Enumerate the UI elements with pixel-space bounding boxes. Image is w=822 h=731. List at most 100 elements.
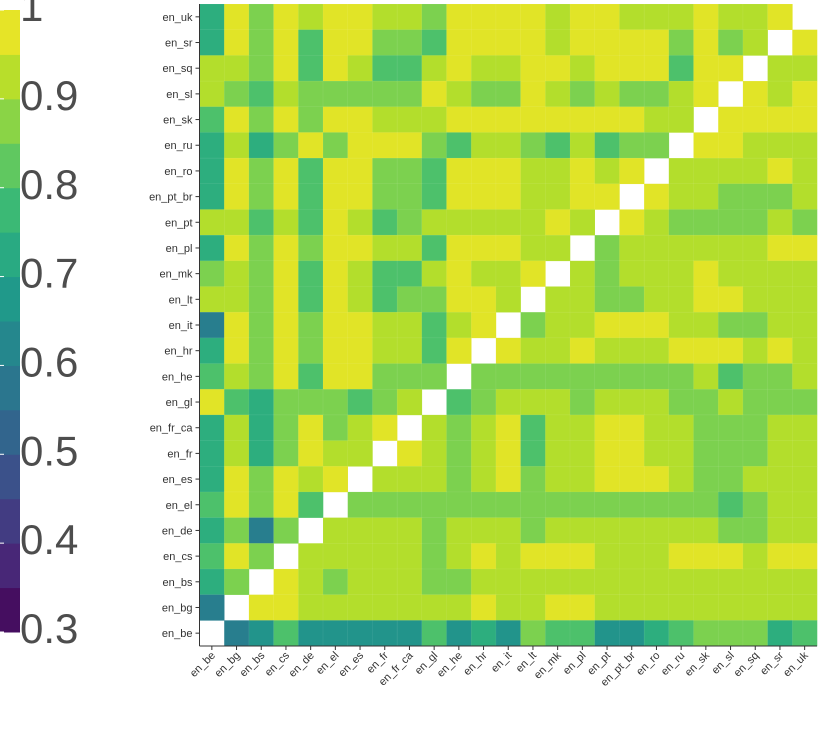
- heatmap-cell: [520, 465, 546, 493]
- heatmap-cell: [668, 594, 695, 621]
- heatmap-cell: [347, 311, 373, 339]
- heatmap-cell: [520, 543, 546, 570]
- heatmap-cell: [742, 414, 769, 442]
- heatmap-cell: [693, 594, 719, 621]
- heatmap-cell: [322, 465, 349, 493]
- heatmap-cell: [298, 209, 324, 236]
- heatmap-cell: [742, 440, 769, 467]
- heatmap-cell: [396, 29, 423, 56]
- heatmap-cell: [446, 311, 472, 339]
- heatmap-cell: [322, 80, 349, 108]
- heatmap-cell: [322, 543, 349, 570]
- heatmap-cell: [668, 620, 695, 647]
- y-tick-label: en_it: [169, 320, 193, 332]
- heatmap-cell: [693, 80, 719, 108]
- heatmap-cell: [322, 594, 349, 621]
- heatmap-cell: [298, 414, 324, 442]
- heatmap-cell: [693, 234, 719, 262]
- heatmap-cell: [347, 3, 373, 31]
- heatmap-cell: [396, 491, 423, 519]
- heatmap-cell: [594, 29, 620, 56]
- heatmap-cell: [545, 594, 571, 621]
- heatmap-cell: [248, 337, 275, 365]
- heatmap-cell: [199, 183, 225, 210]
- heatmap-cell: [495, 620, 522, 647]
- heatmap-cell: [199, 260, 225, 288]
- heatmap-cell: [792, 234, 818, 262]
- heatmap-cell: [248, 183, 275, 210]
- heatmap-cell: [643, 491, 670, 519]
- heatmap-cell: [520, 594, 546, 621]
- heatmap-cell: [223, 106, 250, 133]
- colorbar-tick-label: 0.7: [20, 250, 78, 297]
- heatmap-cell: [520, 106, 546, 133]
- heatmap-cell: [396, 209, 423, 236]
- heatmap-cell: [396, 80, 423, 108]
- heatmap-cell: [792, 55, 818, 82]
- heatmap-cell: [223, 465, 250, 493]
- y-tick-label: en_cs: [163, 551, 193, 563]
- heatmap-cell: [594, 414, 620, 442]
- heatmap-cell: [322, 414, 349, 442]
- heatmap-cell: [643, 106, 670, 133]
- heatmap-cell: [372, 491, 398, 519]
- heatmap-cell: [273, 491, 299, 519]
- heatmap-cell: [223, 491, 250, 519]
- heatmap-cell: [545, 414, 571, 442]
- heatmap-cell: [545, 491, 571, 519]
- heatmap-cell: [495, 517, 522, 544]
- heatmap-cell: [199, 311, 225, 339]
- heatmap-cell: [619, 209, 645, 236]
- heatmap-cell: [619, 106, 645, 133]
- x-tick-label: en_sq: [732, 650, 762, 680]
- heatmap-cell: [199, 491, 225, 519]
- x-tick-label: en_mk: [532, 649, 564, 681]
- heatmap-cell: [594, 517, 620, 544]
- heatmap-cell: [298, 440, 324, 467]
- heatmap-cell: [520, 29, 546, 56]
- heatmap-cell: [619, 29, 645, 56]
- heatmap-cell: [643, 80, 670, 108]
- heatmap-cell: [594, 55, 620, 82]
- heatmap-cell: [322, 132, 349, 159]
- y-tick-label: en_sq: [163, 63, 193, 75]
- heatmap-cell: [619, 260, 645, 288]
- heatmap-cell: [347, 568, 373, 596]
- heatmap-cell: [322, 568, 349, 596]
- heatmap-cell: [495, 106, 522, 133]
- heatmap-cell: [298, 29, 324, 56]
- heatmap-cell: [619, 80, 645, 108]
- x-tick-label: en_de: [287, 650, 317, 680]
- heatmap-cell: [668, 209, 695, 236]
- heatmap-cell: [347, 440, 373, 467]
- heatmap-cell: [298, 465, 324, 493]
- heatmap-cell: [421, 183, 448, 210]
- heatmap-cell: [421, 80, 448, 108]
- heatmap-cell: [643, 132, 670, 159]
- heatmap-cell: [619, 234, 645, 262]
- heatmap-cell: [223, 260, 250, 288]
- heatmap-cell: [273, 80, 299, 108]
- heatmap-cell: [767, 106, 793, 133]
- heatmap-cell: [446, 543, 472, 570]
- heatmap-cell: [594, 440, 620, 467]
- heatmap-cell: [298, 80, 324, 108]
- heatmap-cell: [298, 260, 324, 288]
- heatmap-cell: [223, 517, 250, 544]
- heatmap-cell: [273, 260, 299, 288]
- heatmap-cell: [199, 29, 225, 56]
- heatmap-cell: [372, 260, 398, 288]
- heatmap-cell: [619, 465, 645, 493]
- heatmap-cell: [569, 465, 596, 493]
- heatmap-cell: [619, 568, 645, 596]
- heatmap-cell: [742, 209, 769, 236]
- heatmap-cell: [495, 388, 522, 416]
- heatmap-cell: [372, 3, 398, 31]
- heatmap-cell: [742, 517, 769, 544]
- heatmap-cell: [273, 29, 299, 56]
- heatmap-cell: [594, 3, 620, 31]
- heatmap-cell: [619, 55, 645, 82]
- heatmap-cell: [470, 3, 497, 31]
- heatmap-cell: [248, 29, 275, 56]
- heatmap-cell: [742, 388, 769, 416]
